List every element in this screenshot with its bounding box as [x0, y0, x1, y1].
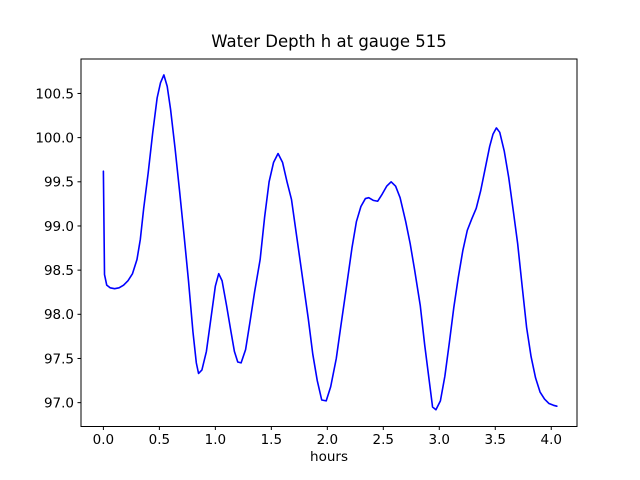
y-tick-label: 97.5: [44, 351, 74, 367]
y-tick-label: 99.0: [44, 219, 74, 235]
x-tick-label: 3.0: [429, 432, 450, 448]
x-axis: 0.0 0.5 1.0 1.5 2.0 2.5 3.0 3.5 4.0: [93, 426, 562, 448]
x-tick-label: 3.5: [485, 432, 506, 448]
plot-area: [80, 58, 578, 427]
x-tick-label: 4.0: [541, 432, 562, 448]
x-tick-label: 0.5: [149, 432, 170, 448]
water-depth-line: [102, 74, 558, 411]
y-tick-label: 99.5: [44, 175, 74, 191]
x-tick-label: 0.0: [93, 432, 114, 448]
x-axis-label: hours: [310, 449, 348, 465]
y-axis: 97.0 97.5 98.0 98.5 99.0 99.5 100.0 100.5: [35, 86, 81, 411]
y-tick-label: 98.0: [44, 307, 74, 323]
y-tick-label: 100.5: [35, 86, 74, 102]
x-tick-label: 2.0: [317, 432, 338, 448]
x-tick-label: 1.5: [261, 432, 282, 448]
y-tick-label: 100.0: [35, 130, 74, 146]
y-tick-label: 98.5: [44, 263, 74, 279]
y-tick-label: 97.0: [44, 395, 74, 411]
chart-title: Water Depth h at gauge 515: [211, 32, 446, 51]
x-tick-label: 2.5: [373, 432, 394, 448]
x-tick-label: 1.0: [205, 432, 226, 448]
